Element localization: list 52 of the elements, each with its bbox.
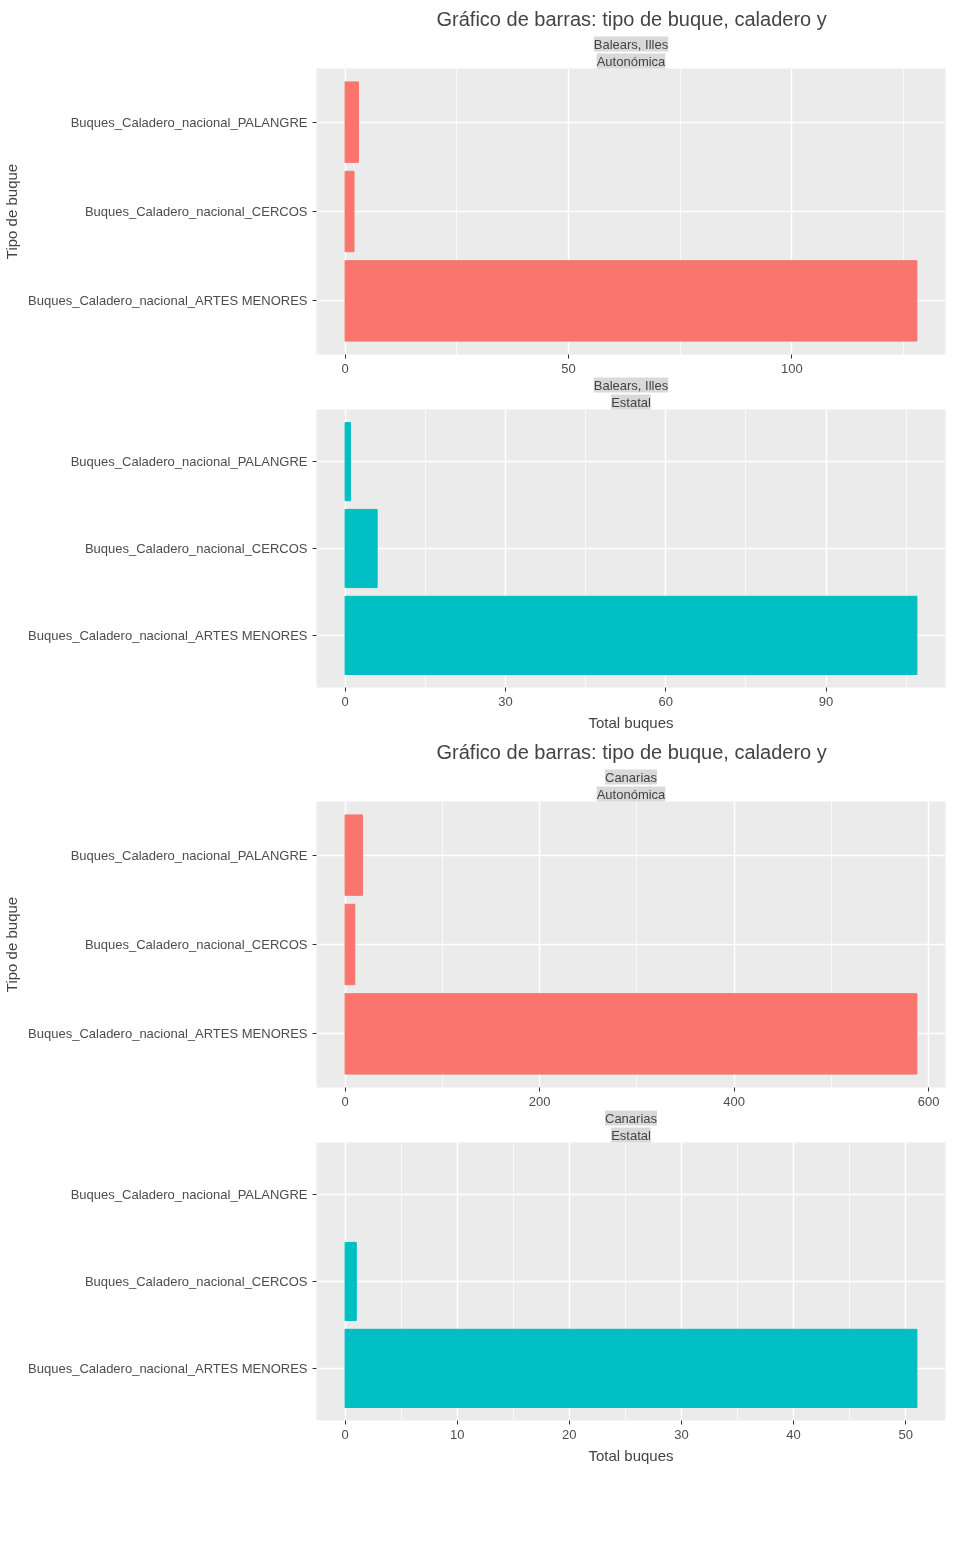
bar bbox=[344, 903, 356, 986]
x-tick-label: 20 bbox=[562, 1426, 577, 1442]
bar bbox=[344, 422, 351, 502]
x-tick-label: 100 bbox=[780, 360, 803, 376]
x-axis-title: Total buques bbox=[588, 1446, 674, 1464]
x-tick-label: 90 bbox=[818, 693, 834, 709]
x-tick-label: 60 bbox=[658, 693, 673, 709]
annotation: Autonómica bbox=[596, 786, 667, 802]
bar bbox=[344, 81, 359, 163]
x-tick-label: 400 bbox=[723, 1093, 745, 1109]
bar bbox=[344, 170, 355, 253]
x-tick-label: 0 bbox=[341, 693, 349, 709]
bar bbox=[344, 595, 918, 675]
bar bbox=[344, 993, 918, 1075]
chart-title: Gráfico de barras: tipo de buque, caladero y bbox=[436, 740, 827, 763]
chart-title: Gráfico de barras: tipo de buque, caladero y bbox=[436, 7, 827, 30]
x-tick-label: 0 bbox=[341, 1426, 349, 1442]
chart-subtitle: Balears, Illes bbox=[593, 377, 669, 393]
x-axis-title: Total buques bbox=[588, 713, 674, 731]
x-tick-label: 50 bbox=[898, 1426, 913, 1442]
annotation: Autonómica bbox=[596, 53, 667, 69]
chart-subtitle: Canarias bbox=[604, 1110, 658, 1126]
x-tick-label: 30 bbox=[498, 693, 513, 709]
x-tick-label: 10 bbox=[449, 1426, 465, 1442]
y-axis-title: Tipo de buque bbox=[3, 896, 21, 993]
y-tick-label: Buques_Caladero_nacional_CERCOS bbox=[84, 1274, 308, 1289]
x-tick-label: 600 bbox=[917, 1093, 940, 1109]
y-tick-label: Buques_Caladero_nacional_CERCOS bbox=[84, 204, 308, 219]
y-tick-label: Buques_Caladero_nacional_PALANGRE bbox=[70, 1187, 308, 1203]
x-tick-label: 200 bbox=[528, 1093, 551, 1109]
x-tick-label: 0 bbox=[341, 360, 349, 376]
chart-subtitle: Balears, Illes bbox=[593, 36, 669, 52]
annotation: Estatal bbox=[611, 394, 651, 410]
bar bbox=[344, 814, 364, 896]
y-tick-label: Buques_Caladero_nacional_CERCOS bbox=[84, 541, 308, 556]
y-axis-title: Tipo de buque bbox=[3, 163, 21, 260]
y-tick-label: Buques_Caladero_nacional_PALANGRE bbox=[70, 114, 308, 130]
y-tick-label: Buques_Caladero_nacional_CERCOS bbox=[84, 937, 308, 952]
x-tick-label: 0 bbox=[341, 1093, 349, 1109]
annotation: Estatal bbox=[611, 1127, 651, 1143]
x-tick-label: 50 bbox=[561, 360, 576, 376]
y-tick-label: Buques_Caladero_nacional_ARTES MENORES bbox=[28, 1360, 308, 1376]
bar bbox=[344, 508, 378, 589]
y-tick-label: Buques_Caladero_nacional_PALANGRE bbox=[70, 847, 308, 863]
y-tick-label: Buques_Caladero_nacional_ARTES MENORES bbox=[28, 1026, 308, 1042]
y-tick-label: Buques_Caladero_nacional_PALANGRE bbox=[70, 454, 308, 470]
x-tick-label: 40 bbox=[786, 1426, 801, 1442]
y-tick-label: Buques_Caladero_nacional_ARTES MENORES bbox=[28, 293, 308, 309]
y-tick-label: Buques_Caladero_nacional_ARTES MENORES bbox=[28, 627, 308, 643]
x-tick-label: 30 bbox=[674, 1426, 689, 1442]
bar bbox=[344, 260, 918, 342]
chart-subtitle: Canarias bbox=[604, 769, 658, 785]
